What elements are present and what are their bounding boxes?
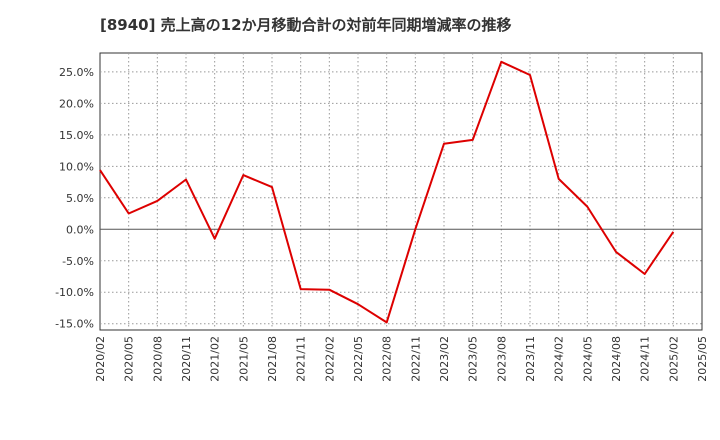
y-tick-label: 10.0% [59,160,94,173]
x-tick-label: 2024/11 [639,336,652,382]
y-tick-label: 20.0% [59,97,94,110]
y-tick-label: 0.0% [66,223,94,236]
x-tick-label: 2020/08 [151,336,164,382]
y-tick-label: 25.0% [59,66,94,79]
x-tick-label: 2021/02 [209,336,222,382]
y-tick-label: -15.0% [55,318,94,331]
x-tick-label: 2020/02 [94,336,107,382]
x-tick-label: 2022/05 [352,336,365,382]
y-tick-label: 15.0% [59,129,94,142]
x-tick-label: 2021/08 [266,336,279,382]
x-tick-label: 2021/11 [295,336,308,382]
y-tick-label: 5.0% [66,192,94,205]
y-gridlines [100,71,702,325]
y-axis-ticks: 25.0% 20.0% 15.0% 10.0% 5.0% 0.0% -5.0% -10.0% -… [55,66,94,331]
chart-title: [8940] 売上高の12か月移動合計の対前年同期増減率の推移 [100,16,512,34]
series-line [99,60,675,324]
series-group [99,60,675,324]
x-tick-label: 2024/02 [553,336,566,382]
x-tick-label: 2024/08 [610,336,623,382]
x-tick-label: 2022/11 [409,336,422,382]
x-tick-label: 2022/08 [381,336,394,382]
x-tick-label: 2025/05 [696,336,709,382]
x-tick-label: 2024/05 [581,336,594,382]
x-tick-label: 2022/02 [323,336,336,382]
x-tick-label: 2023/11 [524,336,537,382]
y-tick-label: -5.0% [62,255,94,268]
x-tick-label: 2020/05 [123,336,136,382]
plot-area [99,52,703,331]
x-tick-label: 2023/08 [495,336,508,382]
x-tick-label: 2023/02 [438,336,451,382]
x-tick-label: 2020/11 [180,336,193,382]
y-tick-label: -10.0% [55,286,94,299]
x-tick-label: 2023/05 [467,336,480,382]
x-axis-ticks: 2020/02 2020/05 2020/08 2020/11 2021/02 2021/… [94,336,709,382]
x-tick-label: 2025/02 [667,336,680,382]
x-tick-label: 2021/05 [237,336,250,382]
